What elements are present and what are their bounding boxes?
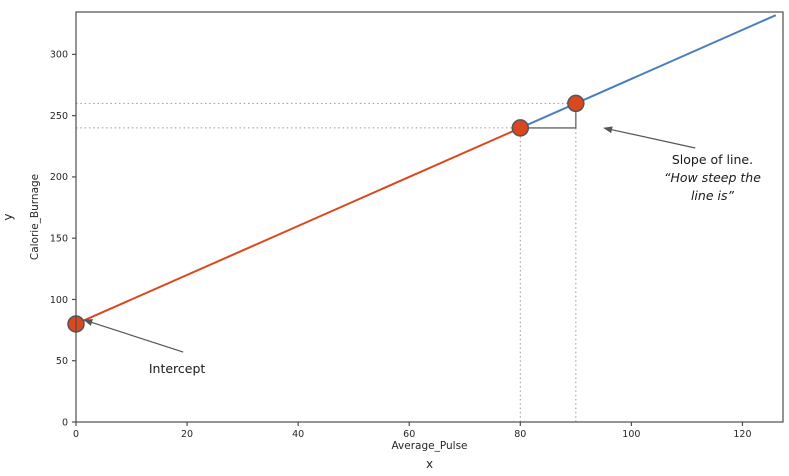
x-tick-label: 40 bbox=[292, 429, 304, 440]
y-tick-label: 300 bbox=[50, 50, 68, 61]
slope-annotation-text-line: Slope of line. bbox=[672, 152, 753, 167]
y-axis-sub-label: y bbox=[1, 213, 15, 220]
y-tick-label: 50 bbox=[56, 356, 68, 367]
slope-annotation-arrow bbox=[603, 126, 696, 149]
slope-annotation-text-line: line is” bbox=[691, 188, 735, 203]
x-tick-label: 60 bbox=[403, 429, 415, 440]
y-tick-label: 0 bbox=[62, 417, 68, 428]
plot-box-spines bbox=[75, 11, 784, 423]
y-tick-label: 200 bbox=[50, 172, 68, 183]
x-tick-label: 100 bbox=[622, 429, 640, 440]
x-tick-label: 20 bbox=[181, 429, 193, 440]
slope-point-2-marker bbox=[567, 94, 585, 113]
x-tick-label: 80 bbox=[514, 429, 526, 440]
slope-annotation-text-line: “How steep the bbox=[664, 170, 761, 185]
intercept-annotation-text-line: Intercept bbox=[149, 361, 206, 376]
line-segment-blue bbox=[519, 14, 777, 129]
y-tick-label: 250 bbox=[50, 111, 68, 122]
intercept-annotation-arrow bbox=[83, 319, 184, 353]
x-tick-label: 120 bbox=[733, 429, 751, 440]
line-segment-red bbox=[75, 127, 521, 325]
x-tick-label: 0 bbox=[73, 429, 79, 440]
y-axis-label: Calorie_Burnage bbox=[29, 174, 41, 260]
slope-point-1-marker bbox=[511, 119, 530, 137]
x-axis-sub-label: x bbox=[426, 457, 433, 471]
y-tick-label: 100 bbox=[50, 295, 68, 306]
x-axis-label: Average_Pulse bbox=[391, 440, 467, 452]
y-tick-label: 150 bbox=[50, 233, 68, 244]
